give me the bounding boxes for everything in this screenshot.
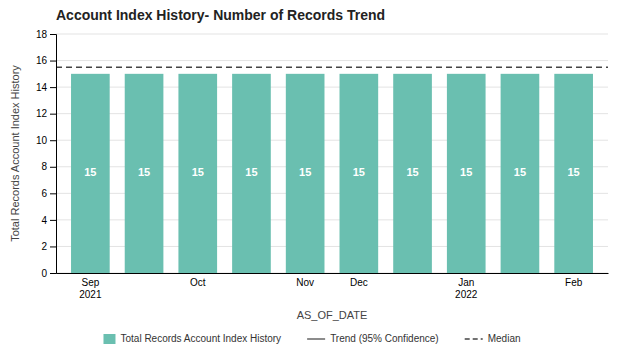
tick: Feb [565,273,583,288]
tick: 4 [41,215,56,226]
tick: 10 [36,135,56,146]
data-labels: 15 15 15 15 15 15 15 15 15 15 [84,166,580,178]
data-label: 15 [192,166,204,178]
tick-mark [50,167,56,168]
legend-label: Median [488,333,521,344]
bar [178,74,217,273]
chart-svg: Account Index History- Number of Records… [0,0,624,351]
tick-label: 4 [41,215,47,226]
tick-mark [50,220,56,221]
tick: Dec [350,273,368,288]
tick-mark [50,87,56,88]
bar [501,74,540,273]
tick: 12 [36,108,56,119]
tick-label: Feb [565,277,583,288]
tick: Oct [190,273,206,288]
tick: 18 [36,29,56,40]
tick-label: 14 [36,82,48,93]
tick-mark [50,273,56,274]
median-line [56,66,608,68]
data-label: 15 [406,166,418,178]
grid-line [56,34,608,35]
y-axis: 0 2 4 6 8 10 12 14 16 18 [36,29,57,279]
chart-container: Account Index History- Number of Records… [0,0,624,351]
tick: 8 [41,161,56,172]
tick-mark [50,61,56,62]
tick: 14 [36,82,56,93]
data-label: 15 [245,166,257,178]
tick: Jan2022 [455,273,478,300]
data-label: 15 [568,166,580,178]
tick-label: Nov [296,277,314,288]
tick-label: 10 [36,135,48,146]
tick: 6 [41,188,56,199]
chart-title: Account Index History- Number of Records… [56,7,385,23]
bar [554,74,593,273]
data-label: 15 [138,166,150,178]
axis-line [57,273,609,274]
bar [393,74,432,273]
tick-label: Jan2022 [455,277,478,300]
tick-mark [50,140,56,141]
legend-swatch [103,334,115,344]
legend-label: Total Records Account Index History [120,333,281,344]
bar [340,74,379,273]
data-label: 15 [353,166,365,178]
data-label: 15 [299,166,311,178]
bar [447,74,486,273]
tick: Nov [296,273,314,288]
grid [56,34,608,273]
legend-label: Trend (95% Confidence) [330,333,439,344]
tick: 16 [36,55,56,66]
tick-mark [50,34,56,35]
data-label: 15 [460,166,472,178]
tick-mark [50,114,56,115]
axis-line [50,35,57,274]
tick-mark [50,193,56,194]
tick-label: Sep2021 [79,277,102,300]
legend-swatch [307,338,325,340]
tick-label: 8 [41,161,47,172]
grid-line [56,60,608,61]
data-label: 15 [84,166,96,178]
x-axis-title: AS_OF_DATE [297,309,368,321]
data-label: 15 [514,166,526,178]
tick-label: Oct [190,277,206,288]
bar [71,74,110,273]
legend: Total Records Account Index History Trend… [103,333,520,344]
y-axis-title: Total Records Account Index History [9,65,21,242]
legend-item: Total Records Account Index History [103,333,281,344]
legend-item: Median [465,333,521,344]
bar [232,74,271,273]
tick-mark [50,246,56,247]
marks [56,67,608,273]
tick-label: 18 [36,29,48,40]
tick-label: 16 [36,55,48,66]
legend-swatch [465,338,483,340]
tick: Sep2021 [79,273,102,300]
tick-label: Dec [350,277,368,288]
tick-label: 0 [41,268,47,279]
bar [125,74,164,273]
tick-label: 6 [41,188,47,199]
x-axis: Sep2021 Oct Nov Dec Jan2022 Feb [57,273,609,300]
tick-label: 12 [36,108,48,119]
tick: 0 [41,268,56,279]
legend-item: Trend (95% Confidence) [307,333,439,344]
tick: 2 [41,241,56,252]
plot-area: 15 15 15 15 15 15 15 15 15 15 0 2 4 6 8 10 12 14 16 18 Sep20… [36,29,609,300]
bar [286,74,325,273]
tick-label: 2 [41,241,47,252]
